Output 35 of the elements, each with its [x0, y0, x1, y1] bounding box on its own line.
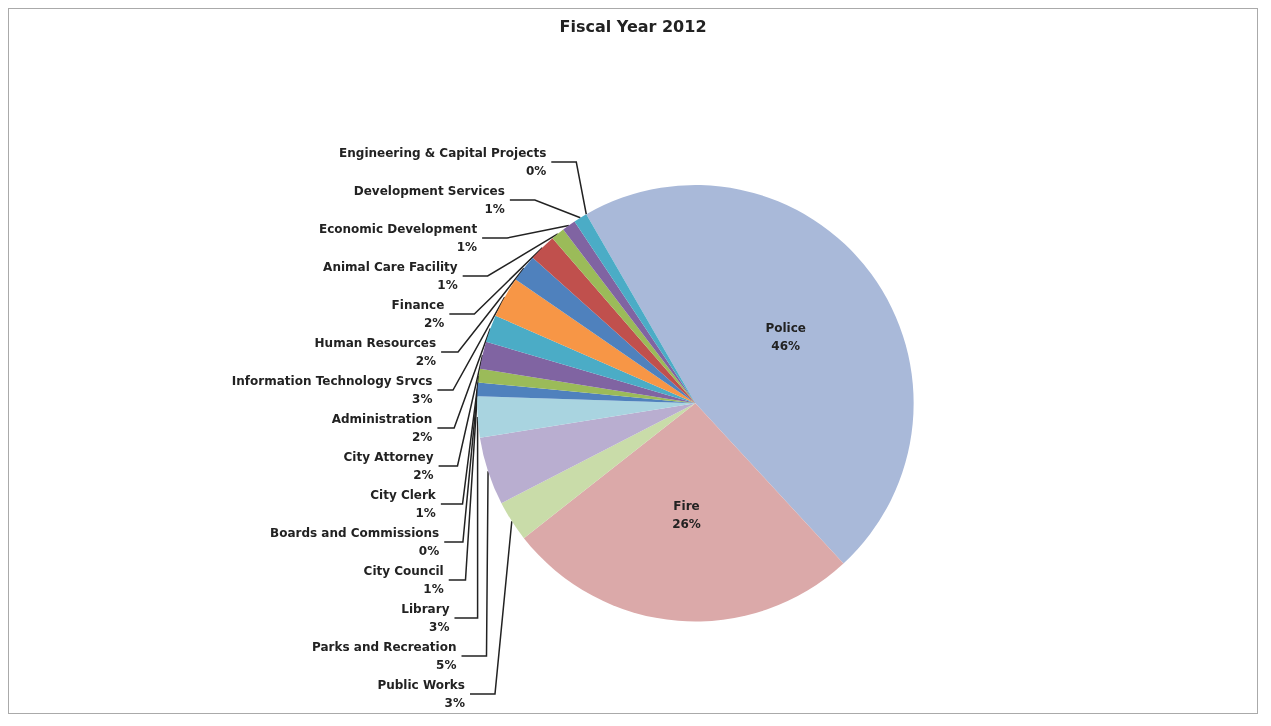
slice-label: Information Technology Srvcs: [231, 374, 433, 388]
category-label: Engineering & Capital Projects: [339, 146, 547, 160]
data-label: 1%: [415, 506, 436, 520]
slice-label: Library: [401, 602, 450, 616]
slice-label: Public Works: [377, 678, 465, 692]
slice-label: Finance: [391, 298, 445, 312]
data-label: 2%: [413, 468, 434, 482]
slice-label: Development Services: [353, 184, 505, 198]
data-label: 2%: [415, 354, 437, 368]
data-label: 2%: [412, 430, 433, 444]
slice-label: City Clerk: [370, 488, 437, 502]
slice-label: Fire: [673, 499, 700, 514]
data-label: 1%: [456, 240, 478, 254]
slice-label: Administration: [331, 412, 433, 426]
data-label: 1%: [484, 202, 505, 216]
slice-label: Police: [765, 320, 806, 335]
data-label: 3%: [429, 620, 450, 634]
slice-label: Animal Care Facility: [323, 260, 458, 274]
slice-label: City Council: [363, 564, 444, 578]
slice-label: Parks and Recreation: [312, 640, 457, 654]
data-label: 1%: [437, 278, 458, 292]
data-label: 2%: [423, 316, 445, 330]
data-label: 46%: [771, 338, 801, 353]
data-label: 5%: [436, 658, 457, 672]
slice-label: City Attorney: [343, 450, 434, 464]
text: 0%: [525, 164, 547, 178]
text: 0%: [418, 544, 440, 558]
data-label: 3%: [444, 696, 465, 710]
chart-title: Fiscal Year 2012: [559, 16, 707, 36]
data-label: 3%: [412, 392, 433, 406]
data-label: 26%: [672, 517, 701, 532]
slice-label: Human Resources: [314, 336, 437, 350]
category-label: Boards and Commissions: [269, 526, 440, 540]
slice-label: Economic Development: [318, 222, 478, 236]
data-label: 1%: [423, 582, 444, 596]
